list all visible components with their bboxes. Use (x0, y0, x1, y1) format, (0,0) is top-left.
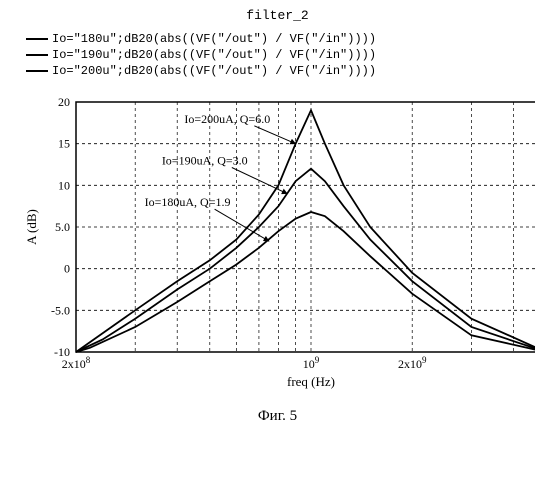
svg-text:Io=190uA, Q=3.0: Io=190uA, Q=3.0 (162, 153, 248, 167)
legend-item: Io="190u";dB20(abs((VF("/out") / VF("/in… (26, 47, 555, 63)
legend-swatch-icon (26, 70, 48, 72)
svg-text:10: 10 (58, 178, 70, 192)
chart-title: filter_2 (0, 0, 555, 23)
legend-swatch-icon (26, 54, 48, 56)
svg-text:Io=180uA, Q=1.9: Io=180uA, Q=1.9 (145, 195, 231, 209)
plot-area: -10-5.005.01015202x1081092x109freq (Hz)A… (20, 92, 535, 402)
legend-label: Io="200u";dB20(abs((VF("/out") / VF("/in… (52, 63, 376, 79)
svg-text:5.0: 5.0 (55, 220, 70, 234)
svg-text:2x108: 2x108 (62, 355, 91, 371)
legend: Io="180u";dB20(abs((VF("/out") / VF("/in… (0, 23, 555, 88)
legend-item: Io="200u";dB20(abs((VF("/out") / VF("/in… (26, 63, 555, 79)
svg-text:A (dB): A (dB) (24, 209, 39, 245)
svg-text:15: 15 (58, 136, 70, 150)
svg-text:20: 20 (58, 95, 70, 109)
svg-text:freq (Hz): freq (Hz) (287, 374, 335, 389)
figure-caption: Фиг. 5 (0, 408, 555, 425)
legend-swatch-icon (26, 38, 48, 40)
legend-label: Io="190u";dB20(abs((VF("/out") / VF("/in… (52, 47, 376, 63)
svg-text:-5.0: -5.0 (51, 303, 70, 317)
legend-item: Io="180u";dB20(abs((VF("/out") / VF("/in… (26, 31, 555, 47)
svg-text:0: 0 (64, 261, 70, 275)
svg-text:Io=200uA, Q=6.0: Io=200uA, Q=6.0 (184, 111, 270, 125)
chart-svg: -10-5.005.01015202x1081092x109freq (Hz)A… (20, 92, 535, 402)
svg-text:2x109: 2x109 (398, 355, 427, 371)
legend-label: Io="180u";dB20(abs((VF("/out") / VF("/in… (52, 31, 376, 47)
svg-text:109: 109 (303, 355, 320, 371)
